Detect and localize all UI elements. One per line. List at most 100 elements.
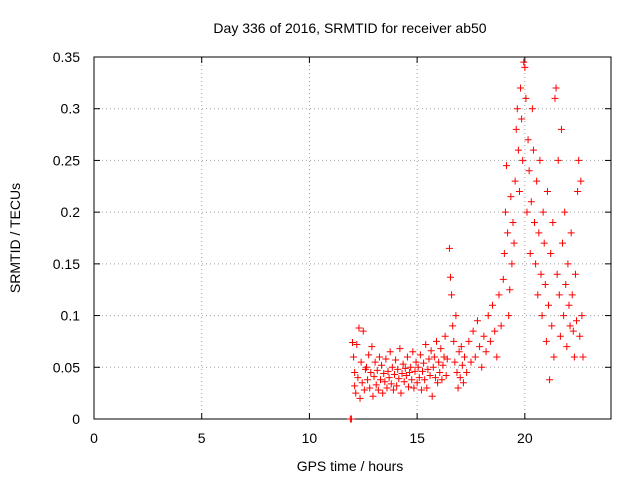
data-point	[443, 355, 451, 363]
data-point	[395, 375, 403, 383]
data-point	[387, 380, 395, 388]
data-point	[442, 372, 450, 380]
data-point	[414, 363, 422, 371]
data-point	[542, 337, 550, 345]
y-tick-label: 0.35	[53, 49, 80, 65]
data-point	[469, 327, 477, 335]
y-tick-label: 0.15	[53, 256, 80, 272]
data-point	[405, 383, 413, 391]
data-point	[521, 63, 529, 71]
data-point	[380, 369, 388, 377]
data-point	[430, 353, 438, 361]
data-point	[570, 353, 578, 361]
data-point	[409, 348, 417, 356]
data-point	[454, 384, 462, 392]
data-point	[508, 260, 516, 268]
data-point	[526, 250, 534, 258]
x-tick-label: 20	[517, 430, 533, 446]
data-point	[506, 286, 514, 294]
data-point	[428, 392, 436, 400]
data-point	[384, 367, 392, 375]
data-point	[401, 364, 409, 372]
data-point	[448, 291, 456, 299]
y-tick-label: 0.25	[53, 152, 80, 168]
data-point	[465, 337, 473, 345]
data-point	[520, 58, 528, 66]
data-point	[567, 229, 575, 237]
data-point	[353, 341, 361, 349]
data-point	[364, 376, 372, 384]
data-point	[480, 332, 488, 340]
data-point	[574, 187, 582, 195]
data-point	[551, 94, 559, 102]
data-point	[547, 250, 555, 258]
data-point	[514, 146, 522, 154]
data-point	[532, 260, 540, 268]
data-point	[368, 343, 376, 351]
data-point	[476, 343, 484, 351]
data-point	[381, 378, 389, 386]
data-point	[501, 208, 509, 216]
data-point	[539, 208, 547, 216]
data-point	[352, 389, 360, 397]
data-point	[417, 386, 425, 394]
data-point	[517, 84, 525, 92]
data-point	[495, 291, 503, 299]
data-point	[439, 361, 447, 369]
data-point	[427, 347, 435, 355]
data-point	[408, 376, 416, 384]
data-point	[415, 374, 423, 382]
data-point	[425, 355, 433, 363]
data-point	[457, 343, 465, 351]
data-point	[559, 239, 567, 247]
data-point	[550, 353, 558, 361]
data-point	[433, 337, 441, 345]
data-point	[411, 367, 419, 375]
data-point	[359, 327, 367, 335]
data-point	[354, 374, 362, 382]
data-point	[575, 156, 583, 164]
data-point	[379, 389, 387, 397]
data-point	[511, 177, 519, 185]
data-point	[529, 146, 537, 154]
data-point	[351, 368, 359, 376]
data-point	[522, 94, 530, 102]
x-tick-label: 10	[302, 430, 318, 446]
axis-ticks	[93, 56, 611, 420]
data-point	[398, 369, 406, 377]
data-point	[406, 368, 414, 376]
data-point	[535, 229, 543, 237]
data-point	[424, 365, 432, 373]
data-point	[557, 125, 565, 133]
x-tick-label: 15	[409, 430, 425, 446]
data-point	[461, 353, 469, 361]
data-point	[531, 218, 539, 226]
data-point	[543, 187, 551, 195]
data-point	[402, 372, 410, 380]
data-point	[392, 356, 400, 364]
data-point	[525, 167, 533, 175]
data-point	[505, 312, 513, 320]
data-point	[484, 312, 492, 320]
data-point	[366, 384, 374, 392]
data-point	[555, 291, 563, 299]
data-point	[434, 379, 442, 387]
data-point	[537, 270, 545, 278]
data-point	[450, 337, 458, 345]
data-point	[429, 363, 437, 371]
data-point	[385, 374, 393, 382]
data-point	[519, 156, 527, 164]
data-point	[499, 275, 507, 283]
data-point	[412, 358, 420, 366]
data-point	[463, 368, 471, 376]
data-point	[370, 373, 378, 381]
data-point	[426, 372, 434, 380]
data-point	[388, 363, 396, 371]
data-point	[565, 301, 573, 309]
data-point	[486, 337, 494, 345]
data-point	[386, 348, 394, 356]
data-point	[566, 322, 574, 330]
data-point	[367, 368, 375, 376]
